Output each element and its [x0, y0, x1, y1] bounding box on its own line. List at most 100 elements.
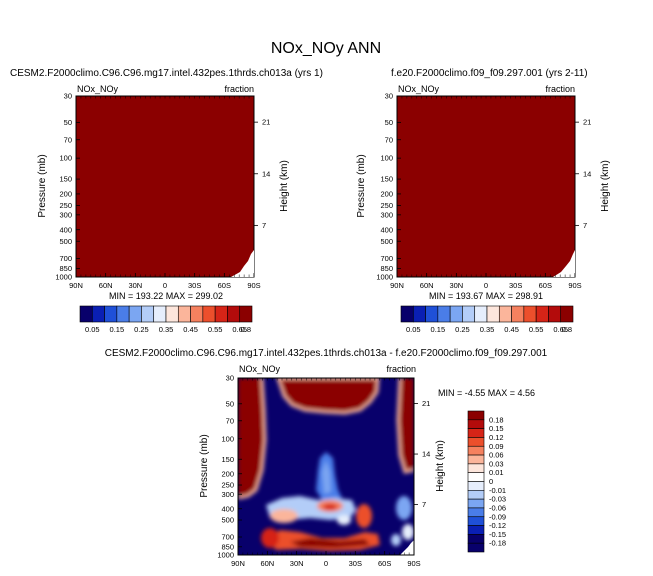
lat-tick-label: 90N	[69, 281, 83, 290]
lat-tick-label: 30N	[290, 559, 304, 568]
diff-sh-column	[398, 378, 414, 472]
lat-tick-label: 60S	[539, 281, 552, 290]
diff-strat-pos-lobe	[278, 378, 378, 413]
colorbar-swatch	[467, 410, 485, 421]
colorbar-swatch	[412, 305, 426, 323]
panel-2-var-label: NOx_NOy	[398, 84, 440, 94]
panel-1-ylabel: Pressure (mb)	[37, 154, 48, 217]
lat-tick-label: 90N	[231, 559, 245, 568]
colorbar-swatch	[425, 305, 439, 323]
lat-tick-label: 0	[324, 559, 328, 568]
panel-3-height-ticks: 21 14 7	[414, 399, 430, 509]
colorbar-swatch	[523, 305, 537, 323]
colorbar-swatch	[467, 472, 485, 482]
colorbar-swatch	[190, 305, 204, 323]
lat-tick-label: 60S	[218, 281, 231, 290]
colorbar-swatch	[467, 437, 485, 447]
lat-tick-label: 30N	[449, 281, 463, 290]
colorbar-swatch	[116, 305, 130, 323]
pressure-tick-label: 70	[226, 416, 234, 425]
colorbar-swatch	[91, 305, 105, 323]
diff-tropical-plume-core	[322, 460, 331, 494]
colorbar-label: 0.45	[183, 325, 198, 334]
lat-tick-label: 90S	[247, 281, 260, 290]
colorbar-label: 0.03	[489, 459, 504, 468]
panel-difference: CESM2.F2000climo.C96.C96.mg17.intel.432p…	[105, 348, 548, 568]
colorbar-swatch	[467, 542, 485, 553]
colorbar-label: 0.8	[562, 325, 572, 334]
lat-tick-label: 60S	[378, 559, 391, 568]
colorbar-swatch	[486, 305, 500, 323]
diff-midtrop-pos-left	[270, 509, 298, 523]
colorbar-swatch	[467, 507, 485, 518]
height-tick-label: 14	[262, 169, 270, 178]
diff-nh-column	[238, 378, 265, 498]
panel-1-plot-area	[75, 95, 255, 278]
pressure-tick-label: 300	[59, 210, 72, 219]
pressure-tick-label: 400	[221, 504, 234, 513]
colorbar-swatch	[467, 419, 485, 429]
colorbar-swatch	[467, 454, 485, 465]
pressure-tick-label: 200	[59, 190, 72, 199]
colorbar-label: 0.01	[489, 468, 504, 477]
colorbar-swatch	[437, 305, 451, 323]
diff-boundary-layer-core	[290, 538, 370, 548]
colorbar-swatch	[239, 305, 253, 323]
pressure-tick-label: 30	[226, 374, 234, 383]
pressure-tick-label: 500	[380, 237, 393, 246]
colorbar-swatch	[474, 305, 488, 323]
colorbar-swatch	[141, 305, 155, 323]
colorbar-label: 0.25	[455, 325, 470, 334]
pressure-tick-label: 250	[59, 201, 72, 210]
panel-2-height-ticks: 21 14 7	[575, 118, 591, 230]
panel-3-units-label: fraction	[386, 364, 416, 374]
panel-2-plot-area	[396, 95, 576, 278]
lat-tick-label: 30N	[128, 281, 142, 290]
pressure-tick-label: 150	[221, 455, 234, 464]
colorbar-swatch	[548, 305, 562, 323]
lat-tick-label: 30S	[349, 559, 362, 568]
height-tick-label: 7	[583, 221, 587, 230]
colorbar-label: 0	[489, 477, 493, 486]
colorbar-label: 0.15	[110, 325, 125, 334]
pressure-tick-label: 70	[385, 135, 393, 144]
colorbar-swatch	[153, 305, 167, 323]
pressure-tick-label: 50	[385, 118, 393, 127]
lat-tick-label: 90S	[568, 281, 581, 290]
height-tick-label: 7	[422, 500, 426, 509]
colorbar-swatch	[560, 305, 574, 323]
diff-sh-surface-blob-b	[402, 524, 414, 540]
panel-2-case-title: f.e20.F2000climo.f09_f09.297.001 (yrs 2-…	[391, 68, 588, 79]
panel-2-lat-ticks: 90N 60N 30N 0 30S 60S 90S	[390, 273, 582, 290]
pressure-tick-label: 1000	[55, 273, 72, 282]
pressure-tick-label: 100	[59, 154, 72, 163]
colorbar-swatch	[165, 305, 179, 323]
colorbar-label: 0.55	[529, 325, 544, 334]
colorbar-label: -0.12	[489, 521, 506, 530]
lat-tick-label: 30S	[509, 281, 522, 290]
colorbar-label: -0.01	[489, 486, 506, 495]
colorbar-label: 0.55	[208, 325, 223, 334]
colorbar-swatch	[214, 305, 228, 323]
colorbar-label: 0.8	[241, 325, 251, 334]
pressure-tick-label: 100	[380, 154, 393, 163]
colorbar-label: 0.05	[406, 325, 421, 334]
panel-test-case: CESM2.F2000climo.C96.C96.mg17.intel.432p…	[10, 68, 323, 334]
colorbar-swatch	[467, 498, 485, 509]
panel-3-minor-ticks	[237, 378, 415, 555]
colorbar-label: -0.15	[489, 530, 506, 539]
pressure-tick-label: 100	[221, 434, 234, 443]
pressure-tick-label: 500	[59, 237, 72, 246]
colorbar-label: 0.09	[489, 442, 504, 451]
panel-2-ylabel: Pressure (mb)	[356, 154, 367, 217]
diff-midtrop-neg	[337, 515, 351, 525]
colorbar-label: 0.12	[489, 433, 504, 442]
pressure-tick-label: 30	[64, 92, 72, 101]
colorbar-swatch	[104, 305, 118, 323]
colorbar-swatch	[177, 305, 191, 323]
panel-1-case-title: CESM2.F2000climo.C96.C96.mg17.intel.432p…	[10, 68, 323, 79]
colorbar-swatch	[449, 305, 463, 323]
panel-2-minor-ticks	[396, 96, 576, 277]
diff-strat-pos-edge	[276, 378, 380, 415]
lat-tick-label: 0	[163, 281, 167, 290]
